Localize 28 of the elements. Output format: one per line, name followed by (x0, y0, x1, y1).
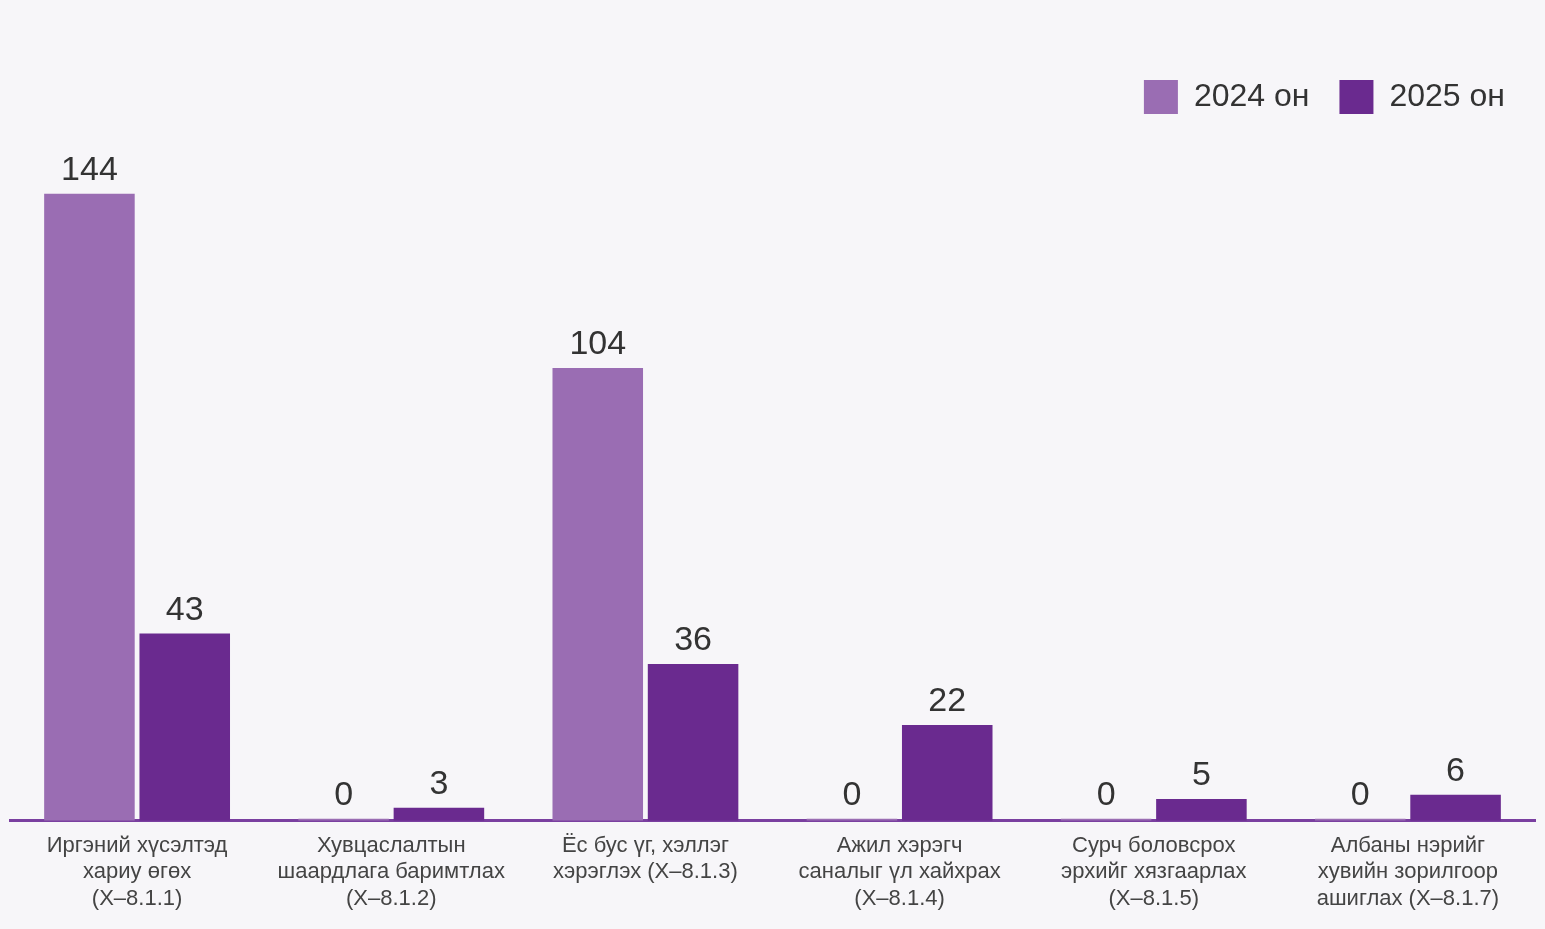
x-tick-label: Хувцаслалтын шаардлага баримтлах (Х–8.1.2) (277, 832, 505, 910)
data-label: 22 (928, 680, 967, 719)
data-label: 144 (61, 149, 118, 188)
legend-label: 2025 он (1389, 76, 1505, 113)
x-tick-label: Иргэний хүсэлтэд хариу өгөх (Х–8.1.1) (46, 832, 228, 910)
x-tick-label: Ажил хэрэгч саналыг үл хайхрах (Х–8.1.4) (798, 832, 1001, 910)
bar (552, 367, 644, 821)
bar (44, 193, 135, 821)
data-label: 43 (165, 588, 204, 627)
bar (647, 664, 739, 821)
bar (1156, 799, 1247, 821)
legend-label: 2024 он (1193, 76, 1310, 113)
x-tick-label: Албаны нэрийг хувийн зорилгоор ашиглах (Х–8.1.7) (1316, 832, 1500, 910)
data-label: 0 (334, 774, 354, 813)
x-tick-label: Ёс бус үг, хэллэг хэрэглэх (Х–8.1.3) (553, 832, 738, 884)
bar (393, 807, 485, 821)
data-label: 36 (674, 619, 712, 658)
data-label: 0 (842, 774, 862, 813)
x-tick-label: Сурч боловсрох эрхийг хязгаарлах (Х–8.1.5) (1061, 832, 1247, 910)
data-label: 0 (1350, 774, 1370, 813)
data-label: 104 (569, 323, 627, 362)
data-label: 3 (429, 763, 449, 802)
data-label: 6 (1446, 750, 1466, 789)
data-label: 0 (1096, 774, 1116, 813)
data-label: 5 (1191, 754, 1211, 793)
bar (901, 724, 993, 821)
bar (1410, 794, 1501, 821)
bar (139, 633, 231, 821)
